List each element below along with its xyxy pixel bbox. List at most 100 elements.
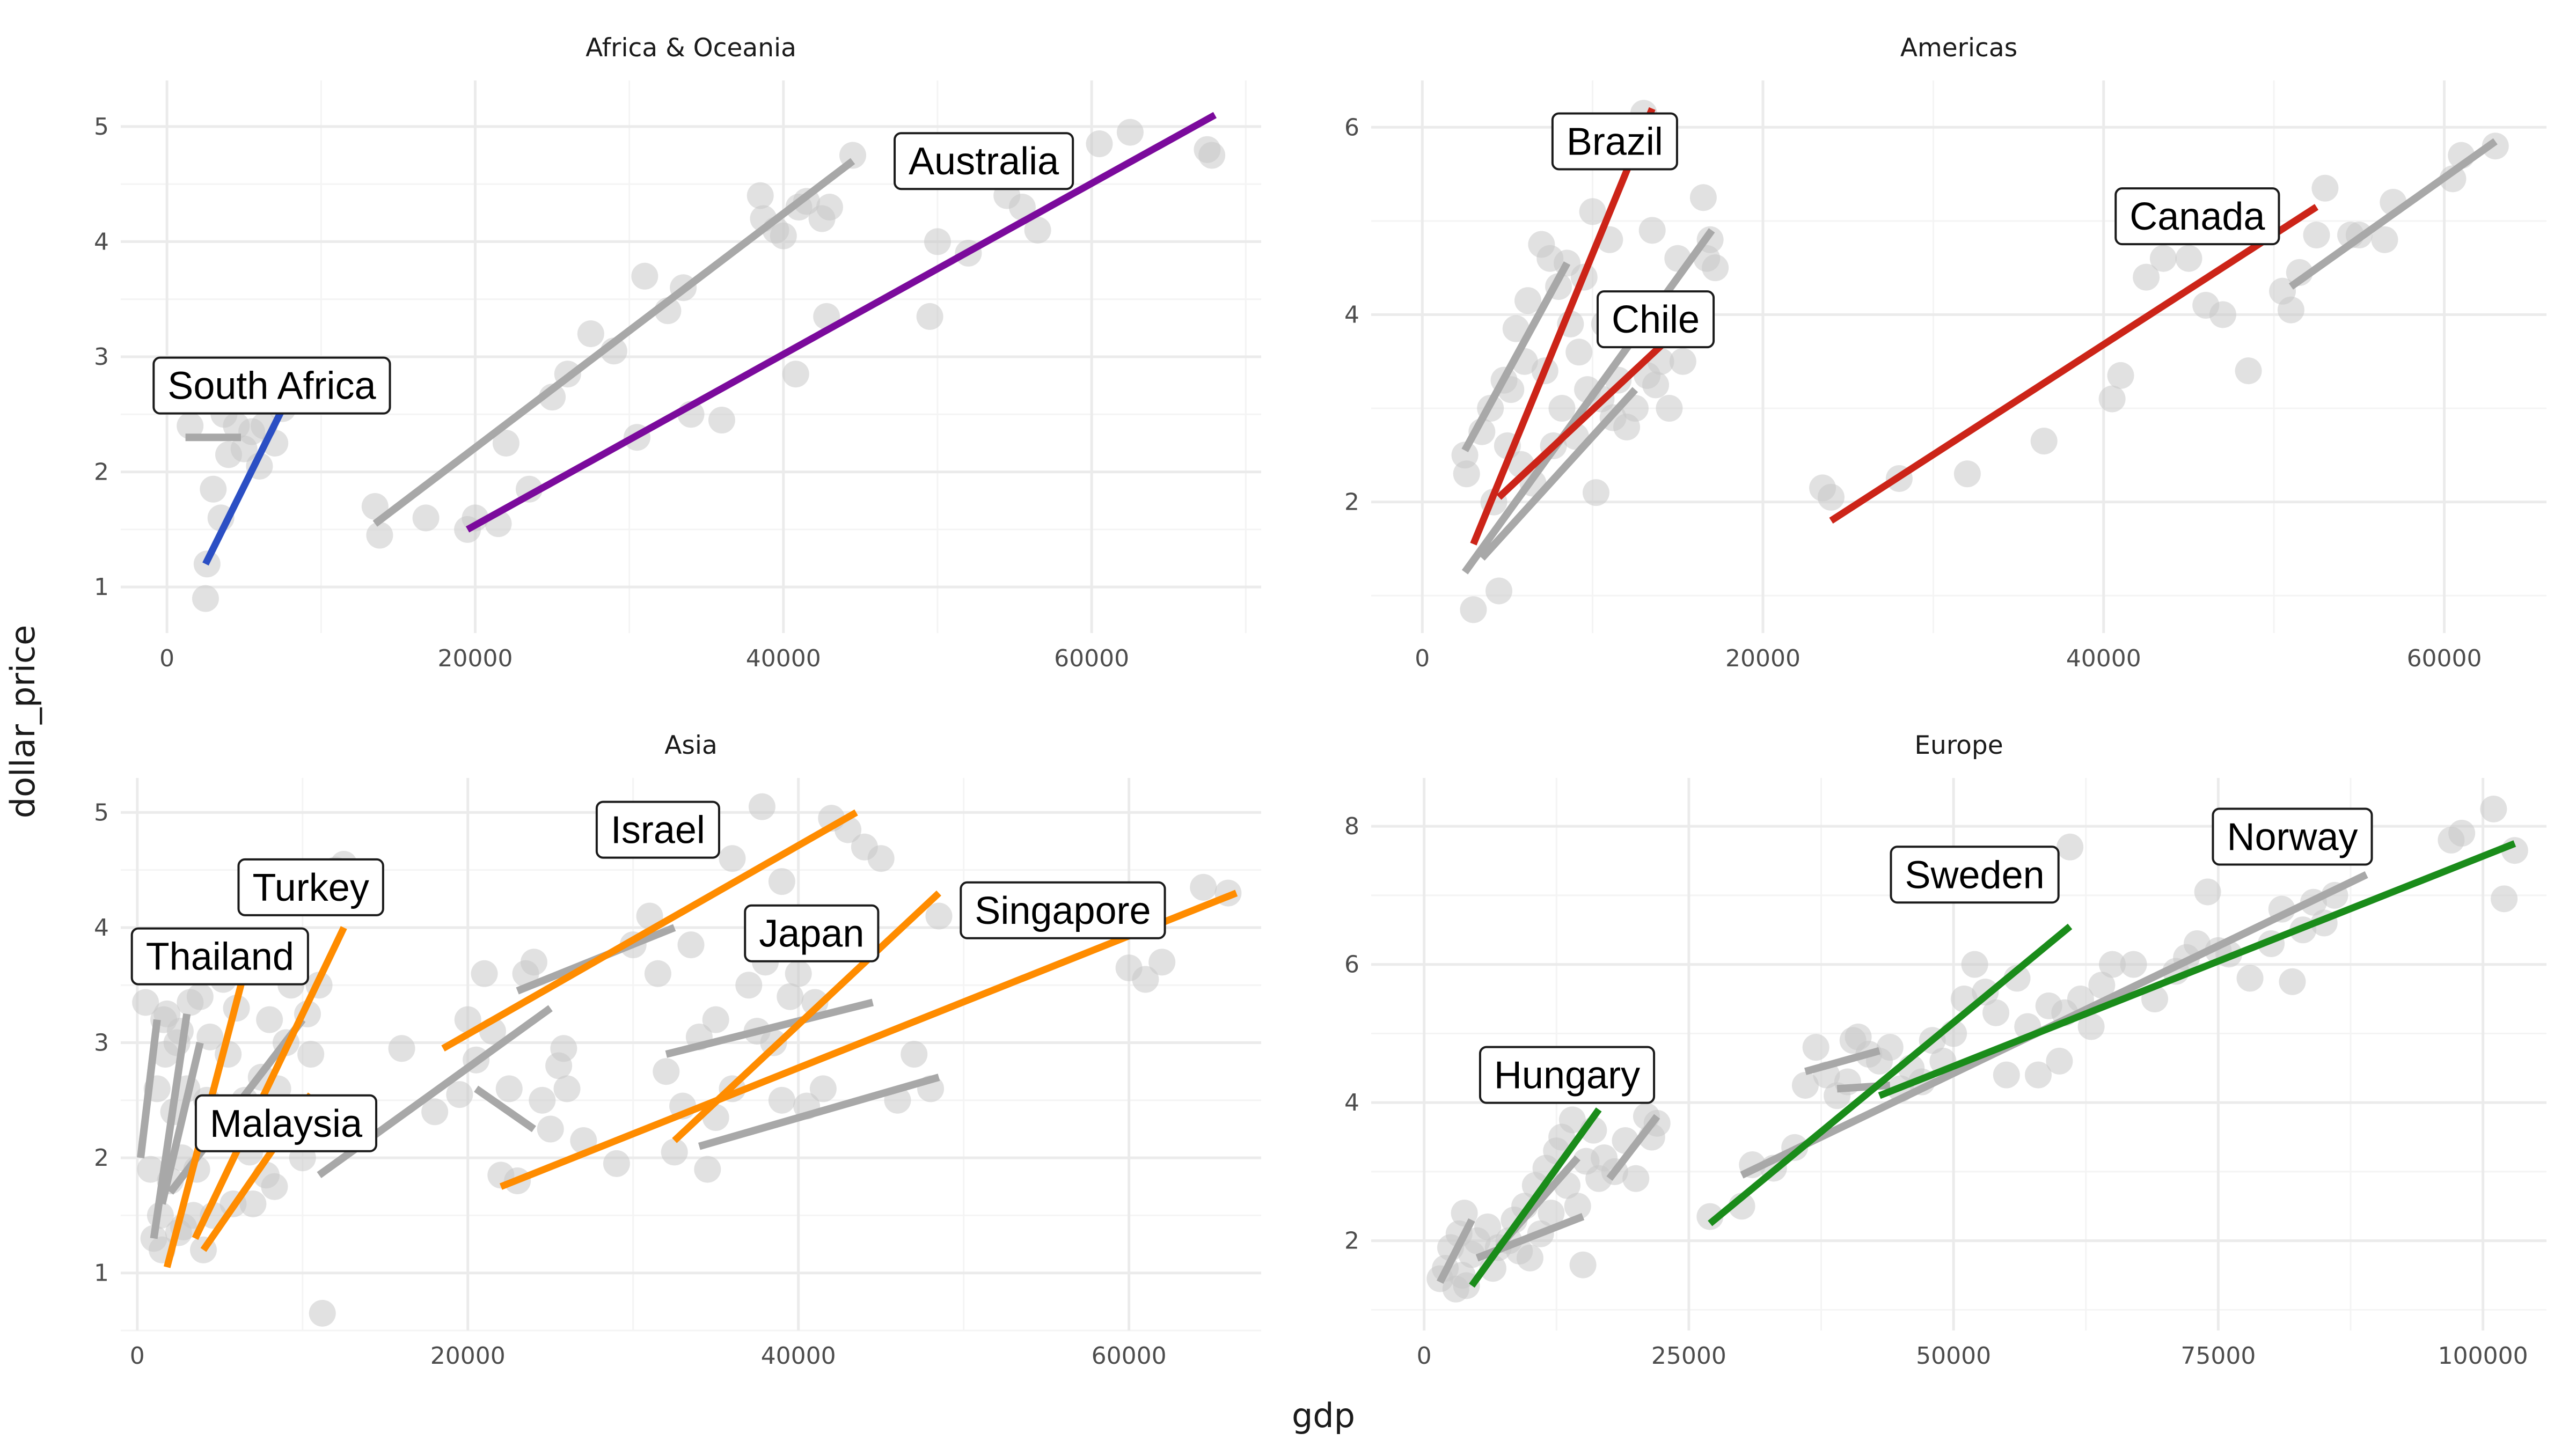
data-point <box>2088 972 2116 999</box>
data-point <box>2057 833 2084 861</box>
data-point <box>2491 885 2518 913</box>
data-point <box>661 1138 688 1166</box>
facet-title: Africa & Oceania <box>586 33 796 63</box>
data-point <box>553 1075 581 1102</box>
data-point <box>1148 949 1176 976</box>
country-label-text: Hungary <box>1494 1054 1640 1097</box>
country-label: Israel <box>595 800 720 859</box>
country-label-text: Sweden <box>1905 854 2044 896</box>
country-label: Canada <box>2114 187 2280 246</box>
data-point <box>577 320 604 348</box>
data-point <box>192 585 219 612</box>
data-point <box>1565 339 1593 366</box>
data-point <box>1622 1165 1650 1192</box>
data-point <box>735 972 763 999</box>
facet-title: Americas <box>1900 33 2017 63</box>
data-point <box>2194 878 2221 906</box>
data-point <box>1982 999 2010 1026</box>
y-tick-label: 6 <box>1344 114 1359 141</box>
facet-panel-1: 0 20000 40000 60000 2 4 6 Americas Brazil Chile Ca… <box>1344 33 2546 672</box>
data-point <box>1791 1071 1819 1099</box>
data-point <box>2448 820 2476 847</box>
y-tick-label: 4 <box>1344 1089 1359 1116</box>
country-label: Japan <box>744 904 880 962</box>
data-point <box>1024 216 1051 244</box>
trend-line-highlight <box>1470 107 1656 546</box>
country-label: Turkey <box>237 858 384 916</box>
data-point <box>1961 951 1988 978</box>
data-point <box>1514 287 1541 314</box>
y-tick-label: 2 <box>94 1144 109 1172</box>
trend-line-highlight <box>465 112 1217 533</box>
country-label: Singapore <box>960 881 1166 939</box>
data-point <box>421 1098 449 1126</box>
data-point <box>1656 395 1683 422</box>
data-point <box>1132 966 1159 993</box>
data-point <box>1453 460 1480 488</box>
country-label-box <box>2212 807 2373 866</box>
data-point <box>388 1035 415 1062</box>
data-point <box>177 412 204 439</box>
country-label-box <box>595 800 720 859</box>
trend-line-highlight <box>202 407 286 566</box>
country-label-box <box>194 1094 378 1152</box>
data-point <box>1548 395 1576 422</box>
data-point <box>471 960 498 987</box>
data-point <box>239 1190 267 1217</box>
data-point <box>132 989 159 1016</box>
facet-panel-0: 0 20000 40000 60000 1 2 3 4 5 Africa & Oceania Aus… <box>94 33 1261 672</box>
data-point <box>1579 198 1606 225</box>
data-point <box>631 262 658 290</box>
data-point <box>925 902 953 930</box>
data-point <box>777 983 804 1010</box>
country-label-box <box>894 132 1074 190</box>
data-point <box>1086 130 1113 158</box>
data-point <box>1702 254 1729 282</box>
trend-line-gray <box>1479 387 1638 561</box>
country-label-text: Israel <box>611 809 705 852</box>
facet-panel-3: 0 25000 50000 75000 100000 2 4 6 8 Europe Norway Sw… <box>1344 731 2546 1370</box>
y-tick-label: 1 <box>94 574 109 601</box>
data-point <box>412 504 440 532</box>
trend-line-gray <box>665 998 874 1058</box>
data-point <box>782 361 809 388</box>
data-point <box>603 1150 630 1177</box>
data-point <box>137 1156 164 1183</box>
x-tick-label: 0 <box>1417 1342 1432 1370</box>
data-point <box>1638 217 1666 244</box>
trend-line-highlight <box>1829 204 2319 524</box>
data-point <box>2371 226 2398 253</box>
data-point <box>1116 119 1144 146</box>
trend-line-highlight <box>1496 335 1672 500</box>
data-point <box>748 793 775 820</box>
country-label-box <box>1890 846 2060 904</box>
data-point <box>677 931 705 959</box>
data-point <box>200 475 227 503</box>
data-point <box>702 1006 729 1033</box>
data-point <box>454 1006 481 1033</box>
trend-line-gray <box>2288 138 2498 290</box>
y-tick-label: 5 <box>94 799 109 826</box>
trend-line-highlight <box>1878 840 2516 1099</box>
data-point <box>446 1081 473 1108</box>
country-label-text: Brazil <box>1567 120 1663 163</box>
x-tick-label: 20000 <box>437 645 513 672</box>
data-point <box>1190 873 1217 901</box>
country-label-box <box>1597 290 1715 349</box>
data-point <box>708 407 735 434</box>
trend-line-highlight <box>499 890 1238 1190</box>
data-point <box>1516 1244 1543 1271</box>
data-point <box>1538 1200 1565 1227</box>
x-tick-label: 100000 <box>2438 1342 2528 1370</box>
data-point <box>747 182 774 209</box>
country-label-box <box>1479 1046 1656 1104</box>
data-point <box>2209 301 2236 328</box>
data-point <box>309 1299 336 1327</box>
data-point <box>2099 951 2126 978</box>
x-tick-label: 40000 <box>761 1342 836 1370</box>
data-point <box>768 1086 795 1114</box>
country-label: South Africa <box>152 356 391 415</box>
data-point <box>297 1041 325 1068</box>
facet-title: Europe <box>1914 731 2003 760</box>
